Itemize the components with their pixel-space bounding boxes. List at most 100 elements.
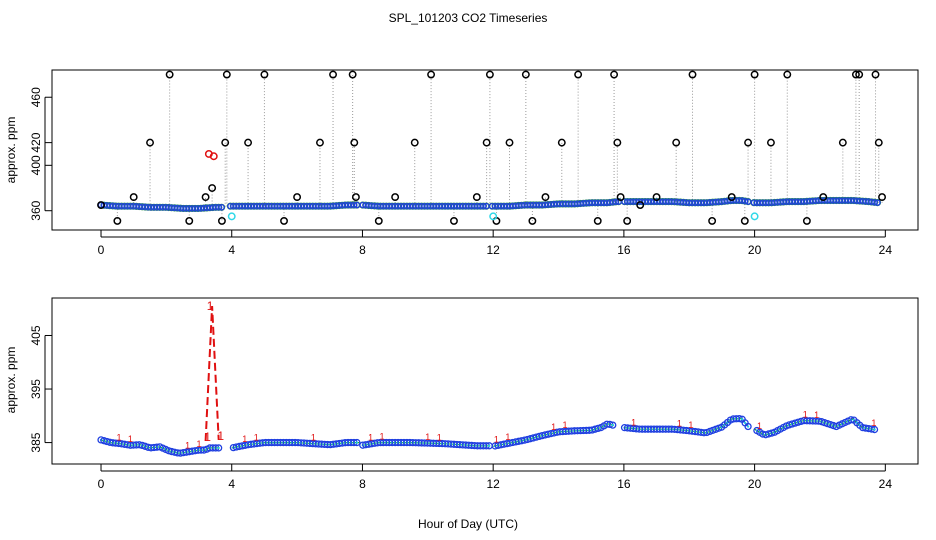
outlier-point bbox=[610, 70, 619, 79]
red-one-marker: 1 bbox=[116, 432, 121, 442]
outlier-point bbox=[450, 216, 458, 225]
outlier-point bbox=[410, 138, 419, 147]
red-one-marker: 1 bbox=[563, 420, 568, 430]
series-point-center bbox=[611, 423, 614, 427]
top-panel: approx. ppm 0 4 8 12 16 20 24 360 400 420 460 bbox=[4, 69, 919, 257]
outlier-point bbox=[802, 216, 811, 225]
outlier-point bbox=[874, 138, 883, 147]
outlier-point bbox=[528, 216, 537, 225]
bottom-axes: 0 4 8 12 16 20 24 385 395 405 bbox=[29, 325, 892, 491]
spike-line bbox=[204, 305, 220, 442]
outlier-point bbox=[391, 193, 400, 202]
outlier-point bbox=[244, 138, 253, 147]
red-one-marker: 1 bbox=[197, 439, 202, 449]
x-tick-label: 24 bbox=[879, 477, 893, 491]
baseline-point bbox=[871, 198, 878, 206]
outlier-point bbox=[217, 216, 226, 225]
red-one-marker: 1 bbox=[814, 410, 819, 420]
x-tick-label: 20 bbox=[748, 477, 762, 491]
red-one-marker: 1 bbox=[254, 432, 259, 442]
red-one-marker: 1 bbox=[311, 432, 316, 442]
red-one-marker: 1 bbox=[551, 422, 556, 432]
y-tick-label: 360 bbox=[29, 200, 43, 220]
x-tick-label: 16 bbox=[617, 477, 631, 491]
y-tick-label: 400 bbox=[29, 155, 43, 175]
outlier-point bbox=[574, 70, 583, 79]
series-point-center bbox=[740, 418, 744, 421]
outlier-point bbox=[672, 138, 681, 147]
series-point bbox=[744, 422, 752, 431]
outlier-point bbox=[593, 216, 602, 225]
x-tick-label: 4 bbox=[228, 477, 235, 491]
outlier-point bbox=[293, 193, 302, 202]
series-point bbox=[609, 421, 617, 429]
outlier-point bbox=[744, 138, 753, 147]
outlier-point bbox=[750, 70, 759, 79]
outlier-point bbox=[427, 70, 436, 79]
outlier-point bbox=[113, 216, 122, 225]
outlier-point bbox=[485, 70, 494, 79]
outlier-point bbox=[350, 138, 359, 147]
series-point bbox=[215, 444, 223, 452]
y-tick-label: 460 bbox=[29, 87, 43, 107]
spike-label: 1 bbox=[207, 299, 214, 313]
top-dotted-connectors bbox=[116, 74, 883, 221]
top-data-marks bbox=[97, 70, 887, 225]
outlier-point bbox=[260, 70, 269, 79]
x-axis-label: Hour of Day (UTC) bbox=[418, 517, 518, 531]
x-tick-label: 0 bbox=[98, 477, 105, 491]
series-point-center bbox=[873, 428, 876, 431]
outlier-point bbox=[878, 193, 887, 202]
red-one-marker: 1 bbox=[757, 421, 762, 431]
series-point-center bbox=[746, 425, 750, 428]
top-axes: 0 4 8 12 16 20 24 360 400 420 460 bbox=[29, 87, 892, 257]
x-tick-label: 0 bbox=[98, 243, 105, 257]
cyan-point bbox=[489, 212, 498, 221]
red-one-marker: 1 bbox=[677, 419, 682, 429]
series-point bbox=[353, 438, 361, 447]
red-one-marker: 1 bbox=[425, 432, 430, 442]
series-point bbox=[870, 425, 879, 434]
outlier-point bbox=[348, 70, 357, 79]
red-one-marker: 1 bbox=[631, 417, 636, 427]
outlier-point bbox=[819, 193, 828, 202]
outlier-point bbox=[222, 70, 231, 79]
outlier-point bbox=[727, 193, 736, 202]
y-tick-label: 395 bbox=[29, 379, 43, 399]
red-one-marker: 1 bbox=[128, 434, 133, 444]
y-tick-label: 420 bbox=[29, 132, 43, 152]
outlier-point bbox=[688, 70, 697, 79]
outlier-point bbox=[221, 138, 230, 147]
red-one-marker: 1 bbox=[437, 432, 442, 442]
x-tick-label: 8 bbox=[359, 477, 366, 491]
baseline-point bbox=[874, 199, 881, 206]
outlier-point bbox=[708, 216, 717, 225]
outlier-point bbox=[351, 193, 360, 202]
figure-title: SPL_101203 CO2 Timeseries bbox=[389, 11, 548, 25]
red-one-marker: 1 bbox=[688, 420, 693, 430]
outlier-point bbox=[855, 70, 864, 79]
red-point bbox=[209, 152, 218, 161]
outlier-point bbox=[472, 193, 481, 202]
outlier-point bbox=[208, 184, 217, 192]
series-point-center bbox=[217, 446, 220, 450]
baseline-point bbox=[741, 197, 749, 205]
outlier-point bbox=[146, 138, 154, 147]
red-one-marker: 1 bbox=[803, 409, 808, 419]
series-point-center bbox=[743, 421, 747, 425]
outlier-point bbox=[851, 70, 860, 79]
outlier-point bbox=[316, 138, 324, 147]
red-one-marker: 1 bbox=[505, 432, 510, 442]
x-tick-label: 12 bbox=[486, 243, 500, 257]
red-one-marker: 1 bbox=[185, 441, 190, 451]
cyan-point bbox=[750, 212, 759, 221]
y-tick-label: 405 bbox=[29, 325, 43, 345]
outlier-point bbox=[129, 193, 138, 202]
x-tick-label: 24 bbox=[879, 243, 893, 257]
x-tick-label: 8 bbox=[359, 243, 366, 257]
baseline-point bbox=[215, 204, 222, 211]
outlier-point bbox=[165, 70, 174, 79]
